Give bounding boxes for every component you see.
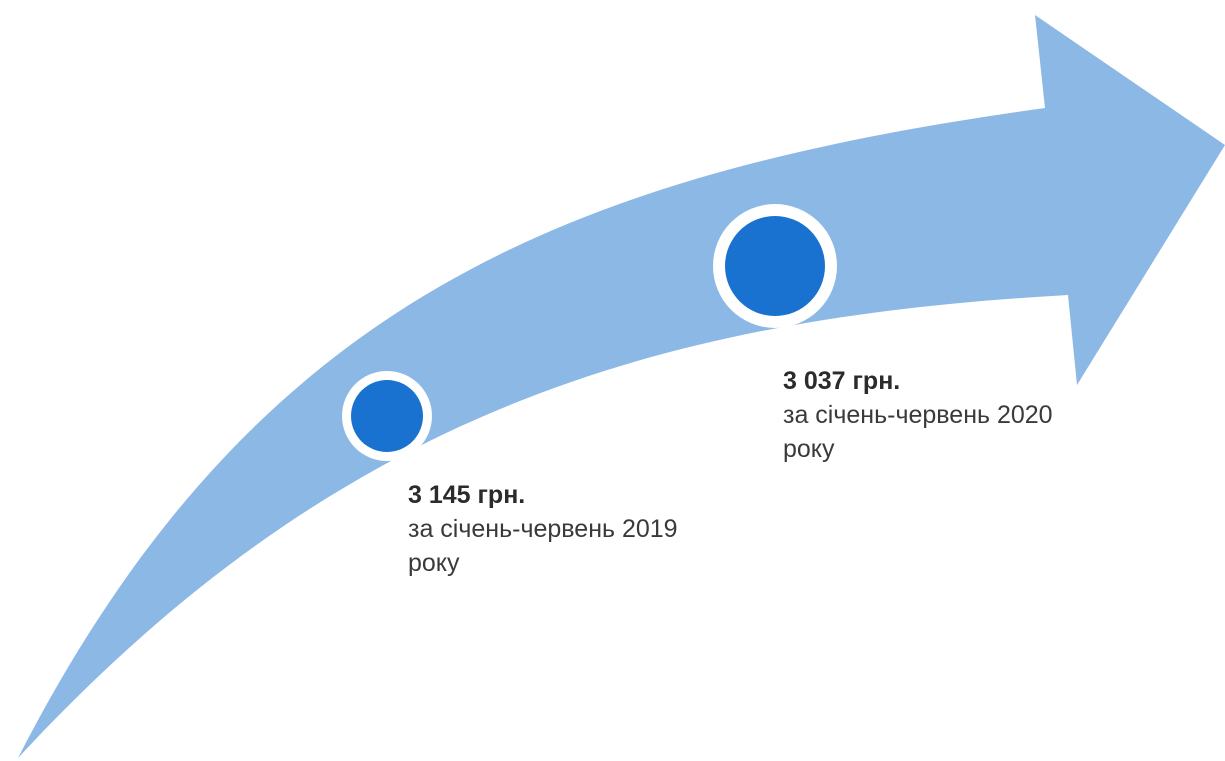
milestone-amount-2019: 3 145 грн. xyxy=(408,481,526,509)
milestone-period-2019: за січень-червень 2019 року xyxy=(408,515,678,577)
milestone-period-2020: за січень-червень 2020 року xyxy=(783,401,1053,463)
curved-arrow-icon xyxy=(18,15,1225,758)
milestone-marker-2020 xyxy=(713,204,837,328)
milestone-amount-2020: 3 037 грн. xyxy=(783,367,901,395)
milestone-label-2020: 3 037 грн. за січень-червень 2020 року xyxy=(783,364,1073,466)
milestone-marker-2019 xyxy=(342,371,432,461)
milestone-label-2019: 3 145 грн. за січень-червень 2019 року xyxy=(408,478,698,580)
